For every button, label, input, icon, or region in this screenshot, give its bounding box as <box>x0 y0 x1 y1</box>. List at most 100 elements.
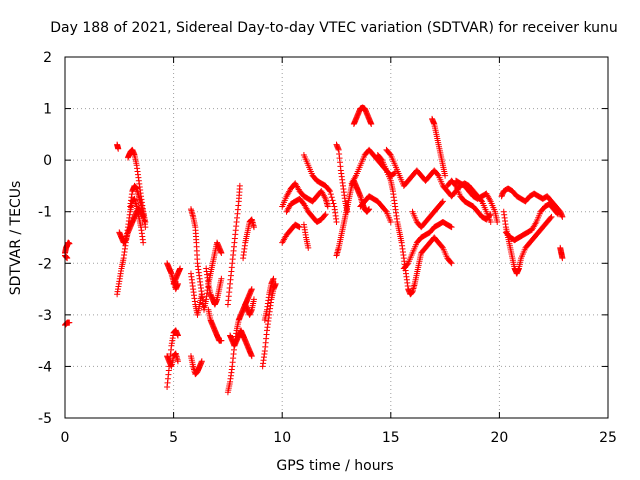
data-series <box>164 350 181 370</box>
data-point <box>559 255 566 262</box>
data-point <box>486 212 493 219</box>
data-series <box>224 182 243 308</box>
data-series <box>300 151 340 226</box>
data-point <box>248 286 255 293</box>
chart-title: Day 188 of 2021, Sidereal Day-to-day VTE… <box>50 20 618 36</box>
data-series <box>333 177 373 259</box>
y-tick-label: 1 <box>43 102 52 118</box>
data-series <box>62 319 73 329</box>
y-tick-label: -4 <box>38 359 52 375</box>
data-series <box>300 221 312 251</box>
data-series <box>283 195 329 226</box>
data-series <box>170 265 184 287</box>
x-tick-label: 0 <box>61 430 70 446</box>
x-axis-label: GPS time / hours <box>276 458 393 474</box>
data-point <box>218 249 225 256</box>
data-point <box>330 200 337 207</box>
data-point <box>448 224 455 231</box>
data-points <box>62 104 566 396</box>
y-tick-label: -3 <box>38 308 52 324</box>
plot-frame <box>64 56 609 419</box>
data-series <box>429 115 449 179</box>
x-tick-label: 15 <box>382 430 400 446</box>
data-point <box>174 358 181 365</box>
data-series <box>240 216 257 262</box>
data-point <box>333 219 340 226</box>
data-point <box>327 191 334 198</box>
data-series <box>187 270 205 318</box>
data-point <box>494 219 501 226</box>
data-point <box>328 194 335 201</box>
data-point <box>487 219 494 226</box>
data-point <box>442 172 449 179</box>
data-point <box>326 187 333 194</box>
data-series <box>348 146 399 187</box>
x-tick-label: 25 <box>599 430 617 446</box>
data-point <box>439 198 446 205</box>
data-series <box>187 353 205 378</box>
axis-ticks <box>64 56 609 419</box>
data-series <box>502 200 562 244</box>
data-point <box>329 197 336 204</box>
data-point <box>487 211 494 218</box>
data-point <box>140 239 147 246</box>
data-point <box>198 358 205 365</box>
x-tick-labels: 0 5 10 15 20 25 <box>61 430 617 446</box>
data-point <box>177 265 184 272</box>
data-point <box>250 296 257 303</box>
data-point <box>321 212 328 219</box>
data-point <box>322 211 329 218</box>
data-point <box>548 213 555 220</box>
data-point <box>198 291 205 298</box>
data-point <box>547 214 554 221</box>
data-point <box>326 188 333 195</box>
data-point <box>66 319 73 326</box>
data-series <box>205 306 225 344</box>
data-point <box>366 206 373 213</box>
y-tick-label: -2 <box>38 256 52 272</box>
data-point <box>448 260 455 267</box>
data-point <box>270 275 277 282</box>
data-series <box>187 206 225 313</box>
data-series <box>242 296 257 318</box>
data-point <box>439 199 446 206</box>
x-tick-label: 5 <box>169 430 178 446</box>
data-point <box>447 223 454 230</box>
data-series <box>452 177 501 226</box>
data-point <box>439 243 446 250</box>
data-point <box>554 210 561 217</box>
data-point <box>434 171 441 178</box>
data-point <box>142 224 149 231</box>
data-series <box>357 193 394 226</box>
data-series <box>500 208 555 277</box>
data-point <box>559 213 566 220</box>
data-point <box>555 211 562 218</box>
data-point <box>344 208 351 215</box>
data-series <box>127 182 149 226</box>
data-series <box>279 180 331 210</box>
grid-lines <box>65 57 608 418</box>
data-series <box>114 141 122 152</box>
y-tick-label: 0 <box>43 153 52 169</box>
y-tick-label: -1 <box>38 205 52 221</box>
data-point <box>368 121 375 128</box>
data-point <box>382 207 389 214</box>
data-series <box>62 239 73 256</box>
data-series <box>444 177 494 223</box>
data-series <box>259 280 279 370</box>
x-tick-label: 10 <box>273 430 291 446</box>
data-point <box>386 150 393 157</box>
data-point <box>218 275 225 282</box>
data-series <box>224 286 255 396</box>
data-point <box>218 337 225 344</box>
data-point <box>248 353 255 360</box>
data-point <box>305 244 312 251</box>
data-series <box>227 327 255 360</box>
data-point <box>115 145 122 152</box>
data-point <box>295 223 302 230</box>
y-axis-label: SDTVAR / TECUs <box>8 181 24 296</box>
data-point <box>324 203 331 210</box>
data-series <box>350 104 375 128</box>
data-series <box>261 275 277 324</box>
